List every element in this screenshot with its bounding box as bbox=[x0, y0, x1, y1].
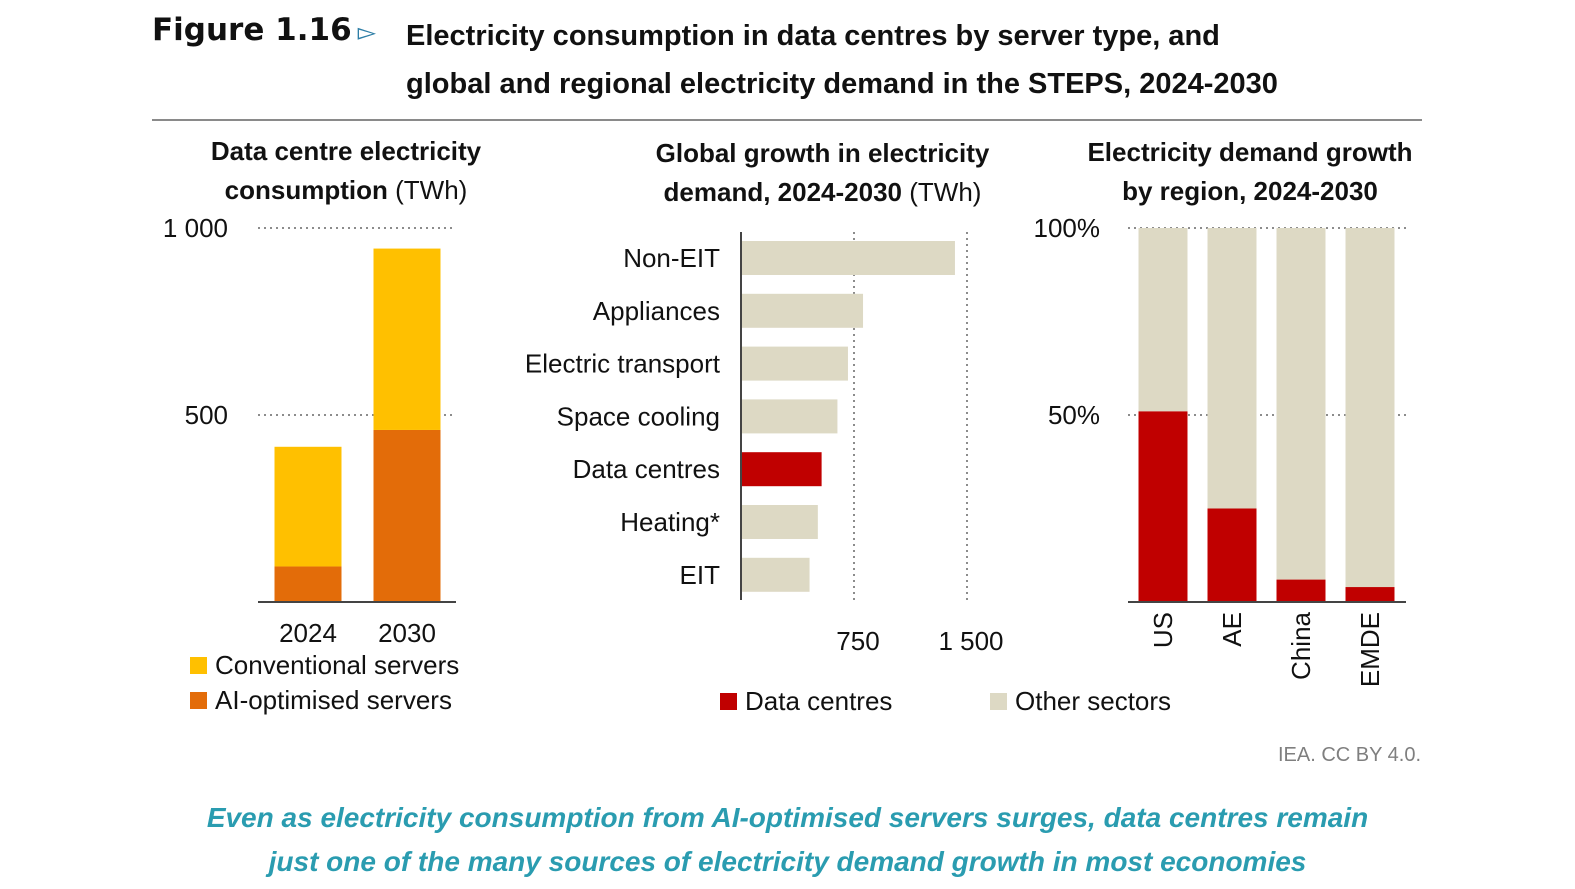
panel1-title-line-1: Data centre electricity bbox=[210, 136, 482, 166]
p3-bar-us-data-centres bbox=[1138, 411, 1188, 602]
p2-bar-non-eit bbox=[741, 241, 955, 275]
figure-number: Figure 1.16 bbox=[152, 12, 352, 48]
p1-ytick-label: 1 000 bbox=[163, 213, 228, 243]
p3-xtick-label: EMDE bbox=[1355, 612, 1385, 687]
p3-ytick-label: 100% bbox=[1034, 213, 1101, 243]
p1-xtick-label: 2030 bbox=[378, 618, 436, 648]
p2-bar-appliances bbox=[741, 293, 864, 328]
caption-line-2: just one of the many sources of electric… bbox=[268, 846, 1307, 877]
panel2-title-line-1: Global growth in electricity bbox=[655, 138, 990, 168]
p3-ytick-label: 50% bbox=[1048, 400, 1100, 430]
figure-caption: Even as electricity consumption from AI-… bbox=[0, 796, 1575, 884]
p1-bar-2030-conventional-servers bbox=[373, 248, 441, 430]
p1-bar-2030-ai-optimised-servers bbox=[373, 429, 441, 602]
legend-data-centres-label: Data centres bbox=[745, 686, 893, 716]
panel1-title: Data centre electricity consumption (TWh… bbox=[176, 132, 516, 210]
panel3-title: Electricity demand growth by region, 202… bbox=[1060, 133, 1440, 211]
p2-xtick-label: 1 500 bbox=[938, 626, 1003, 656]
p1-xtick-label: 2024 bbox=[279, 618, 337, 648]
p2-bar-space-cooling bbox=[741, 399, 838, 434]
panel3-title-line-1: Electricity demand growth bbox=[1087, 137, 1413, 167]
p2-category-label: EIT bbox=[680, 560, 721, 590]
legend-conventional-swatch bbox=[190, 657, 207, 674]
p2-category-label: Non-EIT bbox=[623, 243, 720, 273]
legend-other-sectors-swatch bbox=[990, 693, 1007, 710]
p3-bar-china-data-centres bbox=[1276, 579, 1326, 602]
panel2-title-bold: demand, 2024-2030 bbox=[663, 177, 903, 207]
p1-bar-2024-conventional-servers bbox=[274, 446, 342, 567]
p2-xtick-label: 750 bbox=[836, 626, 879, 656]
p1-bar-2024-ai-optimised-servers bbox=[274, 566, 342, 602]
p3-bar-us-other-sectors bbox=[1138, 228, 1188, 412]
panel2-title-unit: (TWh) bbox=[909, 177, 982, 207]
panel1-title-bold: consumption bbox=[224, 175, 388, 205]
p1-ytick-label: 500 bbox=[185, 400, 228, 430]
legend-other-sectors-label: Other sectors bbox=[1015, 686, 1172, 716]
p3-bar-china-other-sectors bbox=[1276, 228, 1326, 580]
p2-category-label: Appliances bbox=[593, 296, 720, 326]
p2-bar-heating bbox=[741, 505, 818, 539]
p3-bar-ae-data-centres bbox=[1207, 508, 1257, 602]
p3-xtick-label: US bbox=[1148, 612, 1178, 648]
p3-bar-emde-data-centres bbox=[1345, 587, 1395, 602]
legend-conventional: Conventional servers bbox=[190, 650, 459, 681]
p2-category-label: Space cooling bbox=[557, 401, 720, 431]
p3-xtick-label: AE bbox=[1217, 612, 1247, 647]
p3-bar-ae-other-sectors bbox=[1207, 228, 1257, 509]
legend-data-centres: Data centres bbox=[720, 686, 892, 717]
p3-xtick-label: China bbox=[1286, 611, 1316, 679]
p2-bar-data-centres bbox=[741, 452, 822, 487]
panel1-title-unit: (TWh) bbox=[395, 175, 468, 205]
p2-category-label: Data centres bbox=[573, 454, 720, 484]
p2-bar-electric-transport bbox=[741, 346, 848, 381]
source-note: IEA. CC BY 4.0. bbox=[1277, 744, 1421, 766]
legend-data-centres-swatch bbox=[720, 693, 737, 710]
figure-arrow-icon: ▻ bbox=[357, 18, 377, 46]
panel2-title: Global growth in electricity demand, 202… bbox=[600, 134, 1045, 212]
panel3-title-line-2: by region, 2024-2030 bbox=[1122, 176, 1378, 206]
header-divider bbox=[152, 119, 1422, 121]
p2-bar-eit bbox=[741, 557, 810, 592]
figure-label: Figure 1.16 ▻ bbox=[152, 12, 376, 48]
legend-other-sectors: Other sectors bbox=[990, 686, 1171, 717]
legend-ai: AI-optimised servers bbox=[190, 685, 452, 716]
figure-title: Electricity consumption in data centres … bbox=[406, 12, 1416, 108]
legend-ai-swatch bbox=[190, 692, 207, 709]
caption-line-1: Even as electricity consumption from AI-… bbox=[206, 802, 1369, 833]
p2-category-label: Electric transport bbox=[525, 349, 721, 379]
legend-conventional-label: Conventional servers bbox=[215, 650, 460, 680]
figure-title-line-2: global and regional electricity demand i… bbox=[406, 68, 1278, 100]
p2-category-label: Heating* bbox=[620, 507, 720, 537]
p3-bar-emde-other-sectors bbox=[1345, 228, 1395, 588]
figure-title-line-1: Electricity consumption in data centres … bbox=[406, 20, 1220, 52]
legend-ai-label: AI-optimised servers bbox=[215, 685, 452, 715]
